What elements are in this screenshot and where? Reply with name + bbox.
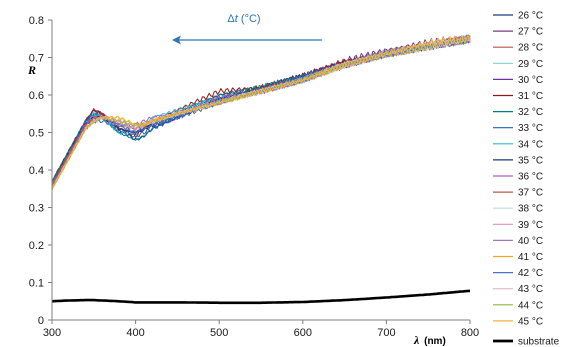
legend-label: 26 °C [518,11,543,22]
series-line [51,35,471,189]
series-line [51,35,471,186]
annotation-label: Δt (°C) [227,13,260,25]
y-axis-title: R [27,63,36,77]
series-line [51,34,471,186]
series-line [51,34,471,189]
legend-label: substrate [518,337,560,347]
series-line [51,37,471,189]
series-line [51,35,471,186]
series-line [51,37,471,188]
legend-label: 41 °C [518,252,543,263]
series-line [51,34,471,186]
y-tick-label: 0.2 [29,240,44,252]
x-tick-label: 700 [377,327,395,339]
x-tick-label: 300 [43,327,61,339]
legend-label: 42 °C [518,268,543,279]
legend-label: 36 °C [518,172,543,183]
y-tick-label: 0.1 [29,278,44,290]
legend-label: 34 °C [518,139,543,150]
series-line [51,36,471,187]
legend-label: 28 °C [518,43,543,54]
legend: 26 °C 27 °C 28 °C 29 °C 30 °C 31 °C 32 °C 33 °C… [493,11,560,347]
y-tick-label: 0.3 [29,203,44,215]
series-line-substrate [51,289,471,305]
x-axis-title: λ (nm) [413,333,446,347]
series-line [51,35,471,190]
x-tick-label: 500 [210,327,228,339]
series-line [51,36,471,181]
y-tick-label: 0.5 [29,128,44,140]
series-line [51,35,471,182]
series-layer [51,34,471,305]
series-line [51,34,471,191]
annotation-unit: (°C) [238,13,261,25]
legend-label: 27 °C [518,27,543,38]
series-line [51,36,471,186]
legend-label: 30 °C [518,75,543,86]
legend-label: 38 °C [518,204,543,215]
y-tick-label: 0.4 [29,165,44,177]
legend-label: 40 °C [518,236,543,247]
series-line [51,36,471,187]
legend-label: 35 °C [518,155,543,166]
x-axis-unit: (nm) [424,336,446,347]
legend-label: 43 °C [518,284,543,295]
x-tick-label: 800 [461,327,479,339]
y-tick-label: 0.7 [29,53,44,65]
x-tick-label: 400 [126,327,144,339]
legend-label: 31 °C [518,91,543,102]
annotation-prefix: Δ [227,13,235,25]
annotation-variable: t [235,13,239,25]
series-line [51,35,471,181]
series-line [51,34,471,186]
x-axis-symbol: λ [413,333,420,347]
annotation-arrow-head [172,35,181,45]
series-line [51,35,471,189]
x-tick-label: 600 [294,327,312,339]
legend-label: 44 °C [518,300,543,311]
legend-label: 45 °C [518,316,543,327]
y-tick-label: 0.6 [29,90,44,102]
legend-label: 39 °C [518,220,543,231]
y-tick-label: 0.8 [29,15,44,27]
legend-label: 32 °C [518,107,543,118]
y-tick-label: 0 [38,315,44,327]
temperature-annotation: Δt (°C) [172,13,322,45]
legend-label: 37 °C [518,188,543,199]
series-line [51,37,471,190]
legend-label: 33 °C [518,123,543,134]
ticks-layer: 0 0.1 0.2 0.3 0.4 0.5 0.6 0.7 0.8 300 400 500 600 700… [29,15,479,339]
series-line [51,37,471,185]
legend-label: 29 °C [518,59,543,70]
